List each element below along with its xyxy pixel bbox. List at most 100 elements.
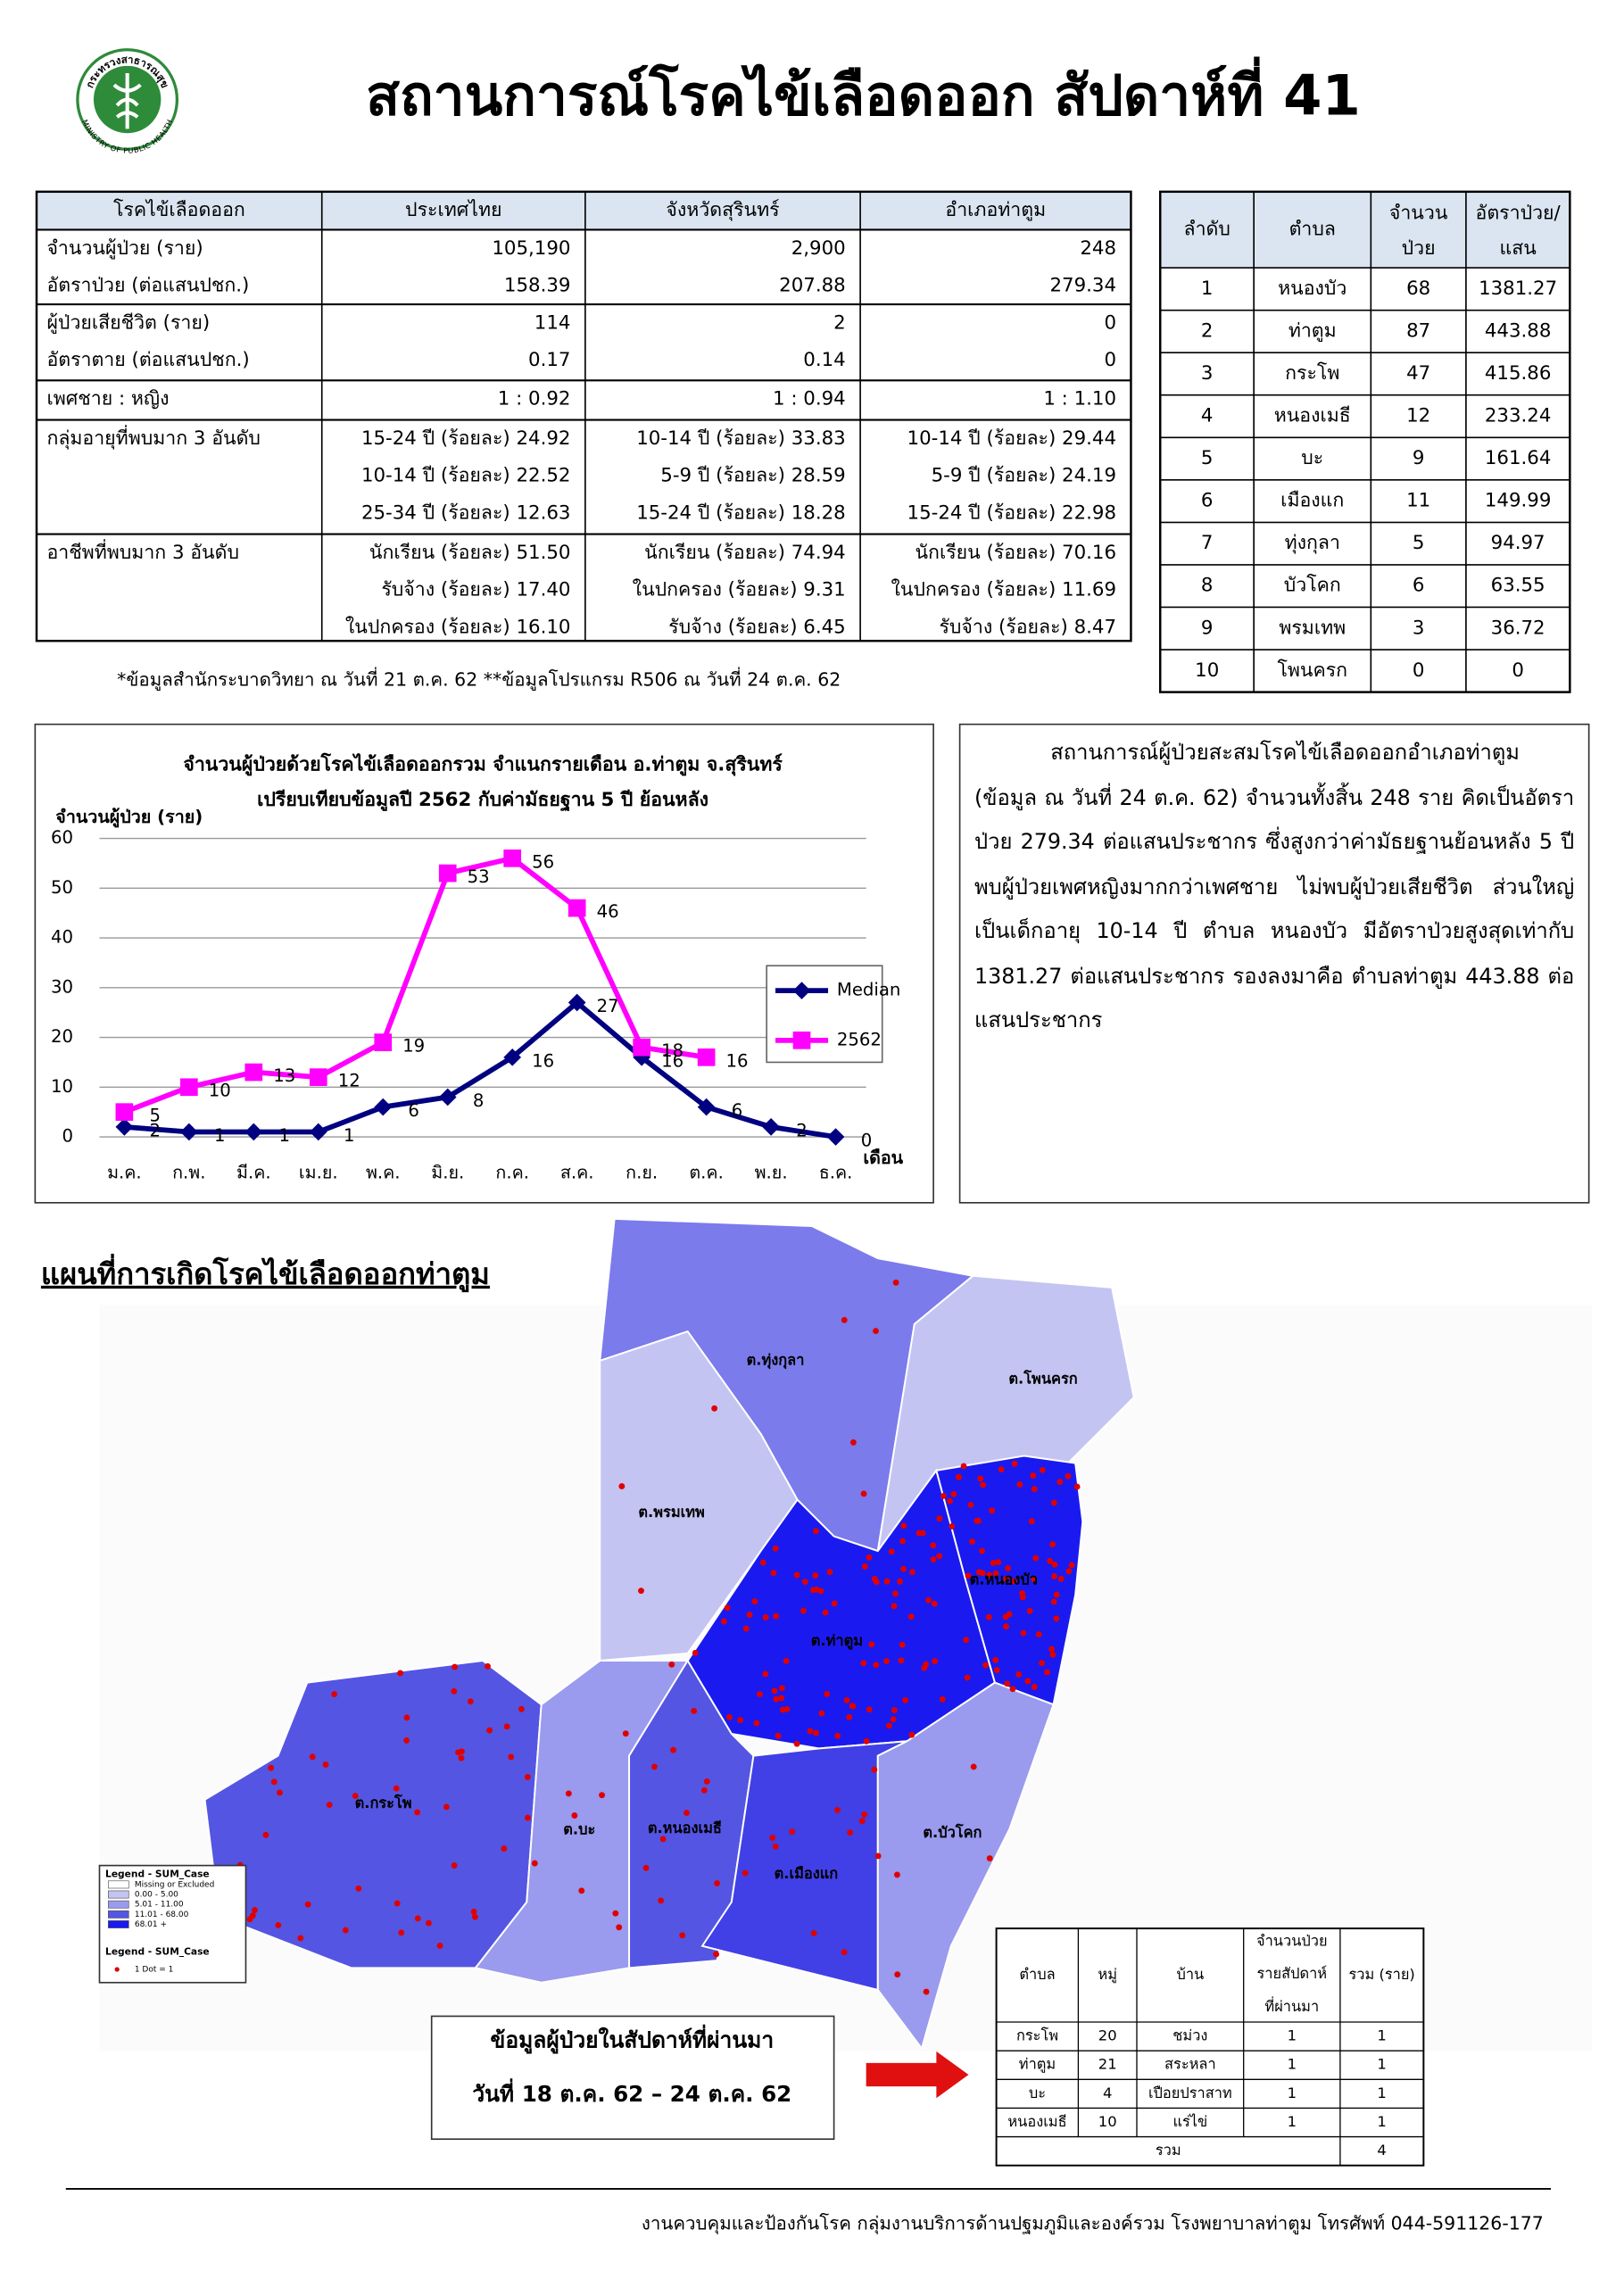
case-dot: [861, 1811, 868, 1818]
case-dot: [599, 1792, 605, 1799]
case-dot: [1015, 1670, 1023, 1678]
case-dot: [1002, 1613, 1009, 1620]
point: [697, 1098, 716, 1116]
case-dot: [989, 1507, 996, 1514]
case-dot: [1026, 1607, 1033, 1614]
header-cell: ประเทศไทย: [405, 199, 501, 221]
legend-label: 2562: [837, 1029, 882, 1049]
case-dot: [650, 1763, 658, 1770]
case-dot: [894, 1971, 901, 1978]
case-dot: [858, 1818, 866, 1825]
legend-swatch: [108, 1920, 129, 1928]
cell: 248: [1080, 237, 1116, 260]
cell: 1: [1288, 2027, 1297, 2044]
chart-title: จำนวนผู้ป่วยด้วยโรคไข้เลือดออกรวม จำแนกร…: [183, 753, 783, 777]
case-dot: [1005, 1564, 1011, 1571]
case-dot: [860, 1490, 867, 1497]
data-label: 27: [597, 996, 619, 1016]
case-dot: [679, 1932, 686, 1939]
cell: ชม่วง: [1172, 2027, 1207, 2044]
y-tick-label: 60: [51, 827, 73, 848]
cell: พรมเทพ: [1279, 617, 1346, 639]
y-tick-label: 40: [51, 927, 73, 948]
cell: 149.99: [1485, 490, 1552, 512]
case-dot: [684, 1810, 690, 1816]
region: [203, 1660, 543, 1969]
case-dot: [873, 1662, 880, 1669]
cell: 25-34 ปี (ร้อยละ) 12.63: [361, 502, 571, 525]
cell: หนองเมธี: [1274, 405, 1351, 427]
case-dot: [394, 1900, 401, 1907]
cell: 1: [1377, 2056, 1386, 2073]
case-dot: [849, 1438, 857, 1446]
case-dot: [1044, 1669, 1050, 1676]
point: [244, 1063, 263, 1082]
cell: 3: [1413, 617, 1425, 639]
case-dot: [700, 1786, 708, 1794]
table-border: [995, 1927, 1425, 2167]
case-dot: [452, 1663, 459, 1670]
x-tick-label: ก.พ.: [172, 1163, 205, 1183]
data-label: 56: [532, 851, 554, 872]
cell: 0.14: [803, 349, 845, 371]
map-title: แผนที่การเกิดโรคไข้เลือดออกท่าตูม: [41, 1253, 490, 1293]
case-dot: [508, 1753, 515, 1761]
case-dot: [891, 1707, 898, 1714]
case-dot: [711, 1405, 718, 1412]
summary-table: โรคไข้เลือดออก ประเทศไทย จังหวัดสุรินทร์ อำ…: [35, 190, 1132, 642]
cell: 4: [1201, 405, 1214, 427]
case-dot: [1028, 1518, 1035, 1525]
point: [374, 1098, 393, 1116]
case-dot: [861, 1563, 868, 1571]
y-tick-label: 30: [51, 976, 73, 997]
case-dot: [846, 1713, 853, 1720]
legend-box: [766, 965, 883, 1064]
case-dot: [771, 1687, 778, 1695]
case-dot: [565, 1790, 572, 1797]
case-dot: [249, 1912, 256, 1919]
case-dot: [770, 1570, 777, 1577]
case-dot: [900, 1565, 907, 1572]
cell: 10: [1098, 2113, 1117, 2130]
case-dot: [964, 1674, 971, 1681]
case-dot: [1004, 1680, 1011, 1687]
data-label: 16: [661, 1050, 684, 1071]
summary-text-holder: สถานการณ์ผู้ป่วยสะสมโรคไข้เลือดออกอำเภอท…: [974, 742, 1574, 1032]
y-tick-label: 0: [62, 1126, 73, 1147]
cell: แร่ไข่: [1172, 2113, 1207, 2130]
cell: 87: [1406, 319, 1430, 342]
total-value: 4: [1377, 2142, 1386, 2159]
cell: อาชีพที่พบมาก 3 อันดับ: [46, 539, 239, 564]
cell: 5-9 ปี (ร้อยละ) 24.19: [932, 465, 1116, 487]
point: [503, 850, 522, 867]
point: [568, 899, 586, 917]
cell: 207.88: [779, 275, 846, 297]
case-dot: [501, 1845, 508, 1853]
case-dot: [1073, 1483, 1081, 1490]
case-dot: [986, 1571, 993, 1579]
case-dot: [762, 1670, 769, 1678]
case-dot: [275, 1922, 282, 1928]
y-tick-label: 50: [51, 877, 73, 898]
header-cell: ลำดับ: [1184, 218, 1230, 240]
x-axis-label: เดือน: [863, 1148, 903, 1168]
legend-swatch: [108, 1890, 129, 1899]
cell: 1: [1377, 2027, 1386, 2044]
y-tick-label: 10: [51, 1076, 73, 1097]
point: [180, 1123, 198, 1141]
case-dot: [992, 1656, 999, 1663]
cell: 415.86: [1485, 362, 1552, 385]
cell: 1: [1201, 278, 1214, 300]
case-dot: [658, 1897, 665, 1904]
case-dot: [757, 1691, 763, 1698]
case-dot: [355, 1885, 362, 1892]
case-dot: [812, 1528, 819, 1535]
point: [697, 1049, 716, 1066]
data-label: 10: [209, 1081, 231, 1101]
cell: 1: [1377, 2085, 1386, 2101]
week-box-line: วันที่ 18 ต.ค. 62 – 24 ต.ค. 62: [472, 2078, 791, 2107]
cell: ท่าตูม: [1288, 319, 1337, 342]
cell: 158.39: [504, 275, 571, 297]
data-label: 46: [597, 901, 619, 922]
cell: 2,900: [791, 237, 846, 260]
